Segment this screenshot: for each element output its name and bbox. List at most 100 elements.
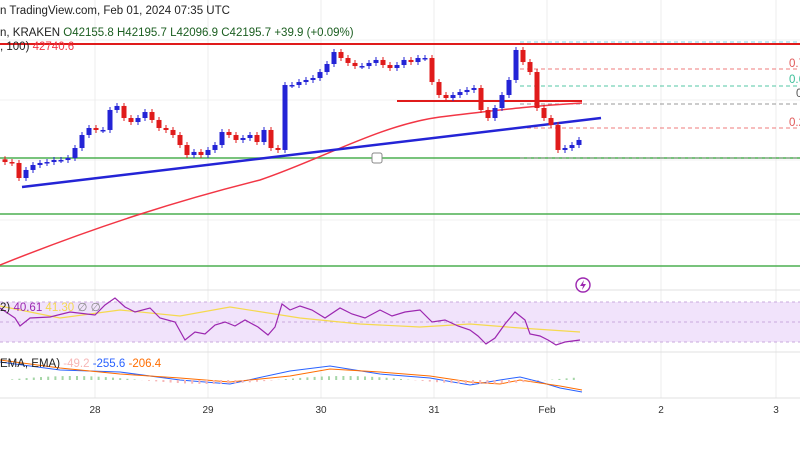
candle xyxy=(184,142,190,159)
candle xyxy=(331,49,337,67)
candle-body xyxy=(184,145,190,156)
candle xyxy=(121,102,127,122)
candle xyxy=(471,85,477,93)
candle xyxy=(380,56,386,69)
candle-body xyxy=(436,82,442,96)
candle xyxy=(163,125,169,133)
candle xyxy=(107,106,113,133)
candle xyxy=(485,106,491,122)
candle-body xyxy=(170,129,176,136)
candle xyxy=(212,142,218,153)
candle-body xyxy=(576,139,582,146)
candle xyxy=(114,102,120,113)
candle-body xyxy=(394,65,400,69)
close-value: C42195.7 xyxy=(221,27,272,39)
x-tick-label: 3 xyxy=(773,405,779,416)
candle-body xyxy=(485,109,491,119)
candle-body xyxy=(366,62,372,67)
candle xyxy=(135,115,141,126)
candle xyxy=(240,135,246,143)
x-tick-label: 29 xyxy=(202,405,214,416)
candle-body xyxy=(79,135,85,149)
candle xyxy=(303,76,309,86)
macd-label: EMA, EMA) xyxy=(0,358,61,370)
candle xyxy=(296,79,302,89)
candle xyxy=(2,156,8,166)
candle-body xyxy=(156,119,162,129)
candle xyxy=(233,132,239,143)
candle-body xyxy=(282,85,288,150)
candle xyxy=(247,132,253,142)
candle xyxy=(198,148,204,159)
candle-body xyxy=(128,118,134,123)
candle-body xyxy=(457,92,463,96)
candle-body xyxy=(149,112,155,120)
candle xyxy=(499,92,505,112)
candle xyxy=(527,59,533,76)
candle-body xyxy=(492,108,498,119)
candle-body xyxy=(37,162,43,166)
candle xyxy=(317,69,323,82)
candle xyxy=(65,155,71,163)
macd-signal-value: -206.4 xyxy=(128,358,162,370)
candle-body xyxy=(51,159,57,163)
rsi-label: 2) xyxy=(0,302,11,314)
lightning-icon[interactable] xyxy=(575,277,591,293)
candle-body xyxy=(569,145,575,149)
candle-body xyxy=(345,58,351,63)
trendline-handle[interactable] xyxy=(371,152,383,164)
candle-body xyxy=(86,128,92,136)
candle-body xyxy=(380,59,386,66)
candle xyxy=(79,132,85,152)
candle-body xyxy=(415,58,421,63)
candle-body xyxy=(310,78,316,80)
rsi-value: 40.61 xyxy=(13,302,43,314)
candle-body xyxy=(499,95,505,109)
candle xyxy=(51,156,57,166)
candle-body xyxy=(317,72,323,79)
candle xyxy=(177,132,183,149)
candle xyxy=(142,109,148,122)
rsi-extra-2: ∅ xyxy=(90,302,101,314)
candle-body xyxy=(254,135,260,143)
candle xyxy=(156,116,162,132)
candle xyxy=(16,159,22,182)
x-tick-label: 2 xyxy=(658,405,664,416)
candle xyxy=(359,63,365,70)
candle-body xyxy=(359,66,365,68)
macd-hist-value: -49.2 xyxy=(63,358,90,370)
candle-body xyxy=(429,58,435,83)
candle xyxy=(282,82,288,153)
candle xyxy=(562,145,568,153)
candle xyxy=(30,162,36,173)
candle-body xyxy=(205,149,211,156)
rsi-legend: 2) 40.61 41.30 ∅ ∅ xyxy=(0,300,101,314)
fib-label-0.6: 0.6 xyxy=(789,74,800,86)
candle-body xyxy=(303,79,309,83)
candle xyxy=(394,62,400,72)
candle xyxy=(310,75,316,83)
candle xyxy=(191,148,197,159)
candle-body xyxy=(331,52,337,64)
trendline[interactable] xyxy=(21,116,602,189)
x-tick-label: 30 xyxy=(315,405,327,416)
high-value: H42195.7 xyxy=(117,27,167,39)
sma-100-line xyxy=(0,102,583,266)
candle-body xyxy=(450,95,456,99)
candle xyxy=(408,56,414,66)
candle xyxy=(366,59,372,70)
candle-body xyxy=(324,63,330,73)
candle-body xyxy=(464,89,470,93)
candle xyxy=(443,92,449,102)
candle xyxy=(429,55,435,86)
candle-body xyxy=(408,59,414,63)
candle-body xyxy=(16,162,22,179)
candle-body xyxy=(422,58,428,60)
candle-body xyxy=(541,108,547,119)
candle xyxy=(72,145,78,162)
rsi-ma-line xyxy=(0,305,581,333)
candle xyxy=(58,156,64,163)
sma-legend: , 100) 42740.6 xyxy=(0,41,74,53)
candle-body xyxy=(219,132,225,146)
